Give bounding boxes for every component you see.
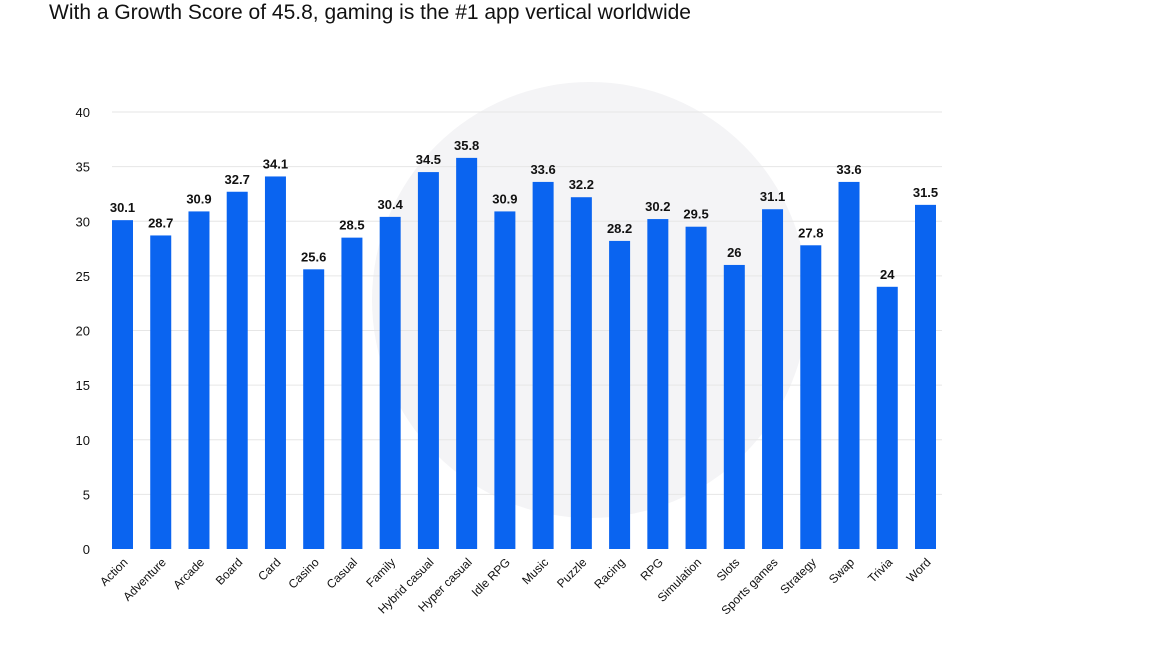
y-tick-label: 5 [83,487,90,502]
y-tick-label: 20 [76,324,90,339]
bar-arcade [188,211,210,550]
data-label: 30.1 [110,200,135,215]
data-labels: 30.1 28.7 30.9 32.7 34.1 25.6 28.5 30.4 34.5 35.8… [110,138,938,282]
data-label: 27.8 [798,225,823,240]
bar-word [915,204,936,550]
data-label: 32.7 [225,172,250,187]
x-tick-label: Puzzle [554,555,590,591]
data-label: 30.4 [378,197,404,212]
data-label: 30.9 [492,191,517,206]
y-tick-label: 40 [76,105,90,120]
bar-hyper-casual [456,157,478,549]
x-tick-label: Arcade [170,555,207,592]
data-label: 28.7 [148,215,173,230]
y-tick-label: 15 [76,378,90,393]
bar-adventure [150,235,172,549]
y-tick-label: 30 [76,214,90,229]
bar-casino [303,269,325,549]
x-tick-label: Board [213,555,246,588]
data-label: 28.5 [339,218,364,233]
y-tick-label: 25 [76,269,90,284]
x-tick-label: Racing [591,555,627,591]
x-tick-label: Music [519,555,551,587]
bar-card [264,176,286,549]
x-tick-label: Strategy [777,555,819,597]
x-tick-label: Casino [285,555,322,592]
x-tick-label: Family [363,555,398,590]
x-tick-label: Casual [324,555,360,591]
bar-slots [723,264,745,549]
bars [112,157,936,550]
bar-puzzle [570,197,592,549]
bar-simulation [685,226,707,549]
data-label: 33.6 [836,162,861,177]
data-label: 31.5 [913,185,938,200]
x-tick-label: Swap [826,555,857,586]
data-label: 26 [727,245,741,260]
x-tick-label: RPG [638,555,666,583]
x-tick-label: Idle RPG [469,555,513,599]
bar-idle-rpg [494,211,516,550]
x-tick-label: Action [97,555,130,588]
bar-action [112,220,133,549]
data-label: 34.5 [416,152,441,167]
data-label: 29.5 [683,207,708,222]
x-tick-label: Trivia [865,555,896,586]
bar-rpg [647,219,669,549]
x-tick-label: Word [904,555,934,585]
data-label: 35.8 [454,138,479,153]
data-label: 32.2 [569,177,594,192]
y-tick-label: 10 [76,433,90,448]
bar-racing [609,240,631,550]
data-label: 34.1 [263,156,288,171]
data-label: 28.2 [607,221,632,236]
bar-board [226,191,248,549]
y-axis: 0 5 10 15 20 25 30 35 40 [76,105,90,557]
data-label: 30.9 [186,191,211,206]
bar-trivia [876,286,898,549]
chart-title: With a Growth Score of 45.8, gaming is t… [49,1,691,24]
y-tick-label: 35 [76,160,90,175]
y-tick-label: 0 [83,542,90,557]
bar-sports-games [762,209,784,550]
bar-swap [838,181,860,550]
data-label: 31.1 [760,189,785,204]
bar-family [379,216,401,549]
x-tick-label: Card [255,555,283,583]
bar-music [532,181,554,550]
data-label: 33.6 [530,162,555,177]
data-label: 24 [880,267,895,282]
x-tick-label: Slots [714,555,743,584]
bar-strategy [800,245,822,549]
bar-hybrid-casual [417,172,439,549]
bar-casual [341,237,363,549]
data-label: 30.2 [645,199,670,214]
data-label: 25.6 [301,249,326,264]
